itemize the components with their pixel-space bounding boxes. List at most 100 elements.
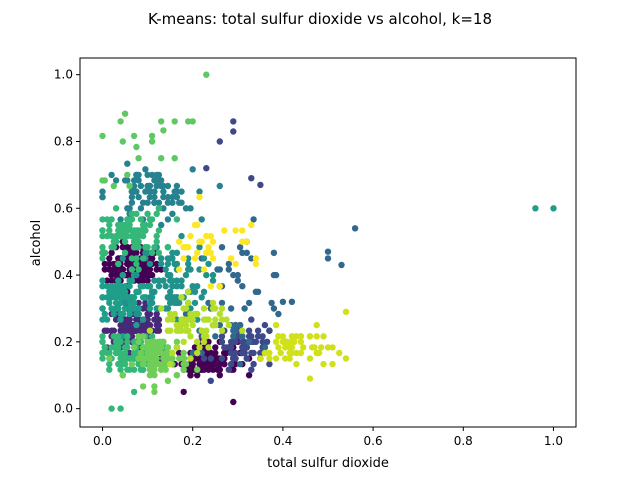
data-point (103, 232, 111, 240)
data-point (173, 372, 181, 379)
data-point (151, 244, 158, 251)
data-point (324, 255, 332, 262)
data-point (187, 205, 194, 212)
data-point (151, 288, 158, 295)
data-point (130, 177, 138, 184)
data-point (169, 316, 176, 323)
y-tick-label: 1.0 (54, 68, 73, 82)
data-point (117, 294, 124, 301)
data-point (223, 316, 230, 323)
data-point (133, 321, 140, 329)
data-point (191, 288, 199, 295)
data-point (112, 338, 120, 345)
data-point (153, 260, 160, 268)
data-point (99, 349, 106, 357)
data-point (234, 271, 241, 279)
data-point (248, 316, 255, 323)
data-point (286, 344, 293, 351)
data-point (243, 344, 250, 351)
data-point (221, 349, 228, 357)
data-point (146, 327, 154, 334)
data-point (200, 255, 208, 262)
data-point (106, 288, 113, 295)
data-point (139, 232, 147, 240)
data-point (153, 305, 160, 312)
data-point (169, 210, 176, 217)
data-point (99, 333, 106, 340)
data-point (306, 355, 314, 362)
data-point (135, 360, 142, 368)
data-point (121, 349, 129, 357)
data-point (275, 310, 282, 318)
data-point (232, 260, 239, 268)
data-point (117, 316, 124, 323)
data-point (158, 344, 165, 351)
data-point (124, 227, 131, 234)
data-point (128, 360, 136, 368)
data-point (117, 338, 124, 345)
data-point (128, 216, 136, 223)
data-point (209, 366, 217, 373)
data-point (212, 349, 219, 357)
data-point (99, 294, 106, 301)
data-point (162, 283, 169, 290)
data-point (300, 344, 307, 351)
y-axis-label: alcohol (29, 220, 44, 266)
data-point (158, 305, 165, 312)
data-point (160, 355, 167, 362)
data-point (191, 255, 199, 262)
data-point (155, 277, 163, 284)
data-point (117, 321, 124, 329)
data-point (133, 310, 140, 318)
data-point (194, 372, 201, 379)
data-point (200, 333, 208, 340)
data-point (324, 248, 332, 255)
data-point (106, 255, 113, 262)
data-point (180, 360, 187, 368)
data-point (239, 333, 246, 340)
data-point (155, 227, 163, 234)
x-axis-ticks: 0.0 0.2 0.4 0.6 0.8 1.0 (93, 427, 563, 448)
data-point (137, 182, 145, 190)
data-point (130, 299, 138, 307)
data-point (209, 271, 217, 279)
data-point (205, 349, 212, 357)
data-point (245, 333, 253, 340)
data-point (153, 355, 160, 362)
data-point (115, 232, 122, 240)
data-point (227, 360, 235, 368)
data-point (108, 277, 115, 284)
data-point (252, 288, 260, 295)
data-point (216, 321, 223, 329)
data-point (185, 366, 192, 373)
data-point (135, 177, 142, 184)
data-point (164, 182, 172, 190)
data-point (194, 316, 201, 323)
data-point (128, 188, 136, 195)
data-point (153, 232, 160, 240)
data-point (137, 216, 145, 223)
data-point (196, 244, 203, 251)
data-point (153, 360, 160, 368)
data-point (146, 188, 154, 195)
data-point (99, 188, 106, 195)
data-point (218, 316, 226, 323)
data-point (126, 299, 133, 307)
data-point (279, 298, 287, 305)
data-point (218, 244, 226, 251)
data-point (151, 349, 158, 357)
data-point (130, 182, 138, 190)
data-point (218, 355, 226, 362)
data-point (144, 349, 151, 357)
data-point (146, 372, 154, 379)
data-point (121, 288, 129, 295)
data-point (209, 277, 217, 284)
data-point (124, 333, 131, 340)
data-point (203, 249, 210, 256)
data-point (189, 166, 196, 173)
data-point (182, 321, 190, 329)
data-point (126, 366, 133, 373)
data-point (155, 199, 163, 206)
data-point (225, 266, 232, 273)
data-point (230, 338, 237, 345)
